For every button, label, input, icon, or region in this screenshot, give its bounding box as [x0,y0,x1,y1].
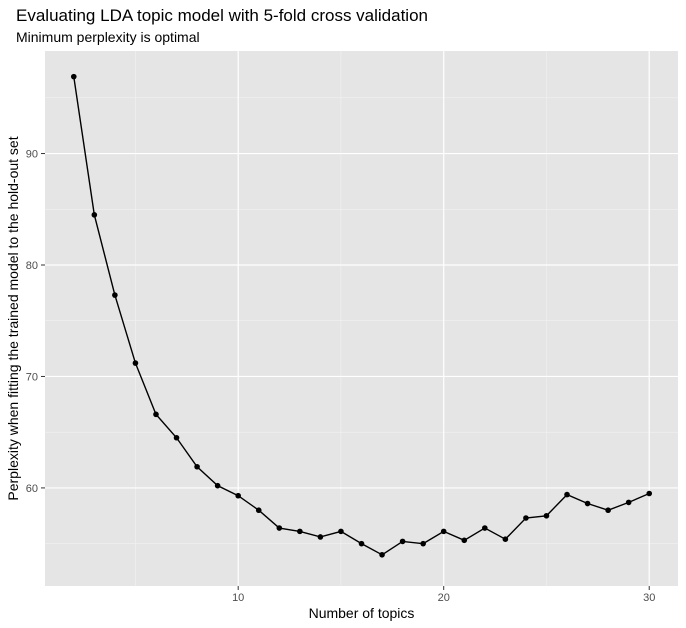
x-tick-label: 30 [643,592,655,604]
minor-gridlines [45,51,678,586]
y-tick-label: 70 [26,371,38,383]
data-points [70,73,653,558]
data-point [173,434,180,441]
x-axis-title: Number of topics [309,605,415,621]
x-tick-label: 10 [232,592,244,604]
data-point [153,411,159,418]
data-point [625,499,632,506]
data-point [132,360,139,366]
data-point [543,512,550,519]
data-point [461,537,468,544]
data-point [605,507,611,514]
data-point [420,540,426,547]
x-axis-ticks: 10 20 30 [232,586,655,604]
data-point [297,528,303,535]
data-point [91,212,98,218]
plot-panel [45,51,678,586]
data-point [214,482,221,489]
data-point [482,525,488,531]
y-tick-label: 60 [26,483,38,495]
data-point [112,292,118,298]
chart-title: Evaluating LDA topic model with 5-fold c… [16,6,428,25]
data-point [523,515,529,521]
data-point [317,534,324,540]
data-point [502,536,509,542]
data-point [194,463,200,470]
y-tick-label: 80 [26,260,38,272]
data-point [440,528,447,535]
y-axis-title: Perplexity when fitting the trained mode… [5,136,21,500]
data-point [70,73,77,80]
x-tick-label: 20 [438,592,450,604]
data-point [584,500,591,507]
data-point [358,540,365,547]
data-point [646,490,653,497]
data-point [255,507,262,514]
major-gridlines [45,51,678,586]
y-tick-label: 90 [26,149,38,161]
data-point [399,538,406,545]
data-point [379,551,385,558]
data-point [276,525,283,531]
data-point [235,492,241,499]
data-point [338,528,344,535]
chart-subtitle: Minimum perplexity is optimal [16,29,200,45]
y-axis-ticks: 60 70 80 90 [26,149,45,495]
data-point [564,491,570,498]
